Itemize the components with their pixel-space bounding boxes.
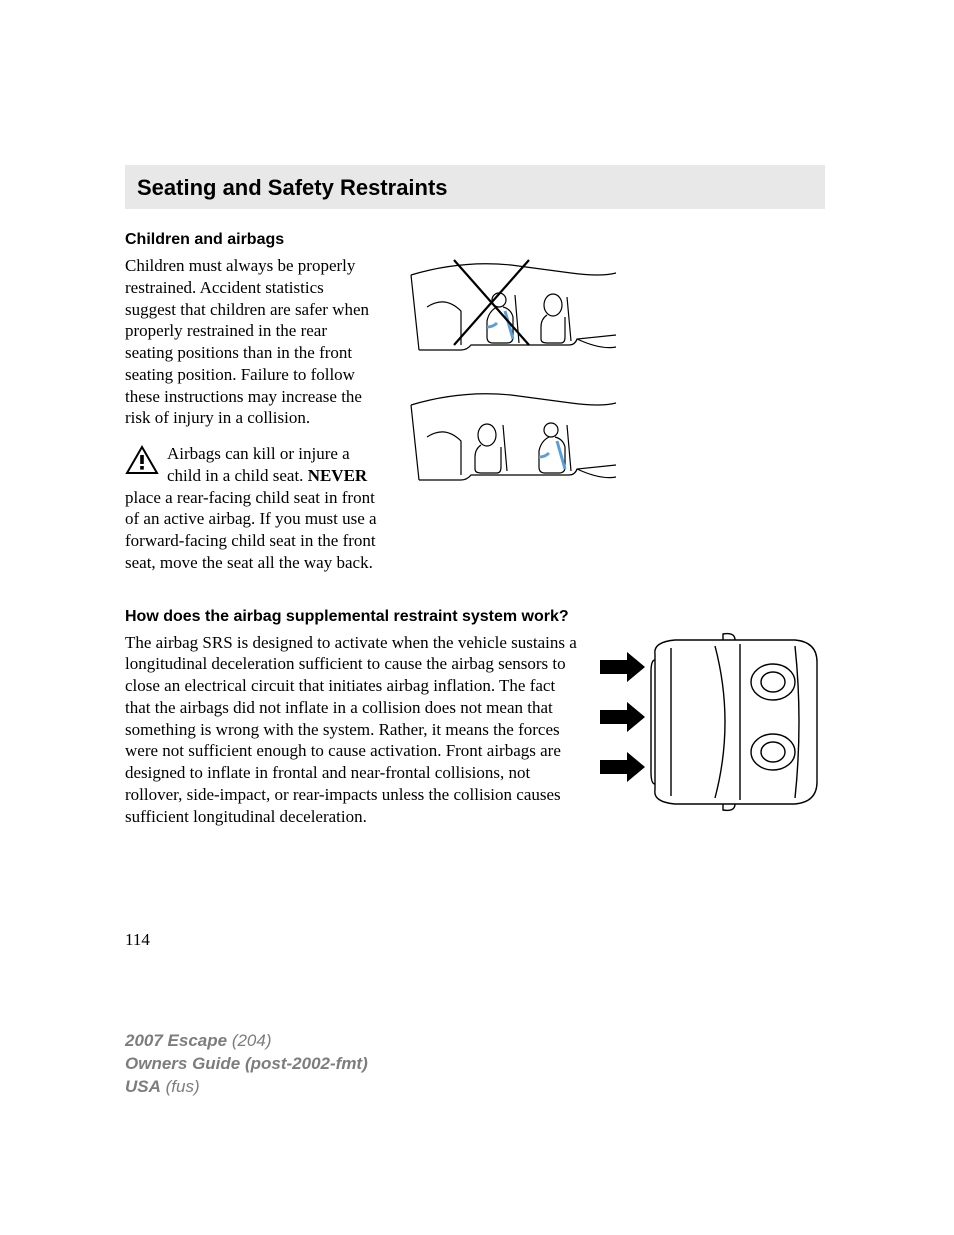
warning-triangle-icon [125, 445, 159, 475]
footer-region: USA [125, 1077, 161, 1096]
paragraph-how-works: The airbag SRS is designed to activate w… [125, 632, 630, 828]
illustration-frontal-impact [595, 632, 825, 822]
warning-block: Airbags can kill or injure a child in a … [125, 443, 377, 574]
paragraph-children: Children must always be properly restrai… [125, 255, 377, 429]
warning-rest: place a rear-facing child seat in front … [125, 488, 377, 572]
section-children-airbags: Children and airbags Children must alway… [125, 231, 825, 574]
page-number: 114 [125, 930, 150, 950]
subhead-how-works: How does the airbag supplemental restrai… [125, 608, 825, 626]
section-how-airbag-works: How does the airbag supplemental restrai… [125, 608, 825, 828]
section-title-band: Seating and Safety Restraints [125, 165, 825, 209]
footer-model: 2007 Escape [125, 1031, 227, 1050]
subhead-children: Children and airbags [125, 231, 825, 249]
illustration-child-seat [401, 255, 825, 574]
footer-model-code: (204) [227, 1031, 271, 1050]
footer: 2007 Escape (204) Owners Guide (post-200… [125, 1030, 368, 1099]
footer-region-code: (fus) [161, 1077, 200, 1096]
section-title: Seating and Safety Restraints [137, 175, 813, 201]
footer-guide: Owners Guide (post-2002-fmt) [125, 1053, 368, 1076]
warning-never: NEVER [308, 466, 368, 485]
